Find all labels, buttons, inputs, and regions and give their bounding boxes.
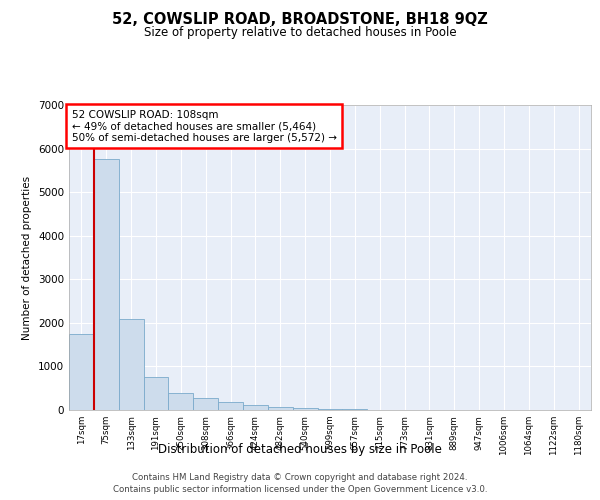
Bar: [293, 408, 317, 410]
Text: Contains HM Land Registry data © Crown copyright and database right 2024.: Contains HM Land Registry data © Crown c…: [132, 472, 468, 482]
Text: Contains public sector information licensed under the Open Government Licence v3: Contains public sector information licen…: [113, 485, 487, 494]
Bar: [193, 398, 218, 410]
Bar: [119, 318, 143, 410]
Bar: [218, 402, 243, 410]
Bar: [268, 407, 293, 410]
Bar: [143, 378, 169, 410]
Bar: [169, 392, 193, 410]
Bar: [69, 334, 94, 410]
Text: 52, COWSLIP ROAD, BROADSTONE, BH18 9QZ: 52, COWSLIP ROAD, BROADSTONE, BH18 9QZ: [112, 12, 488, 28]
Text: Size of property relative to detached houses in Poole: Size of property relative to detached ho…: [143, 26, 457, 39]
Bar: [94, 160, 119, 410]
Y-axis label: Number of detached properties: Number of detached properties: [22, 176, 32, 340]
Bar: [243, 405, 268, 410]
Bar: [317, 408, 343, 410]
Text: 52 COWSLIP ROAD: 108sqm
← 49% of detached houses are smaller (5,464)
50% of semi: 52 COWSLIP ROAD: 108sqm ← 49% of detache…: [71, 110, 337, 143]
Bar: [343, 409, 367, 410]
Text: Distribution of detached houses by size in Poole: Distribution of detached houses by size …: [158, 442, 442, 456]
